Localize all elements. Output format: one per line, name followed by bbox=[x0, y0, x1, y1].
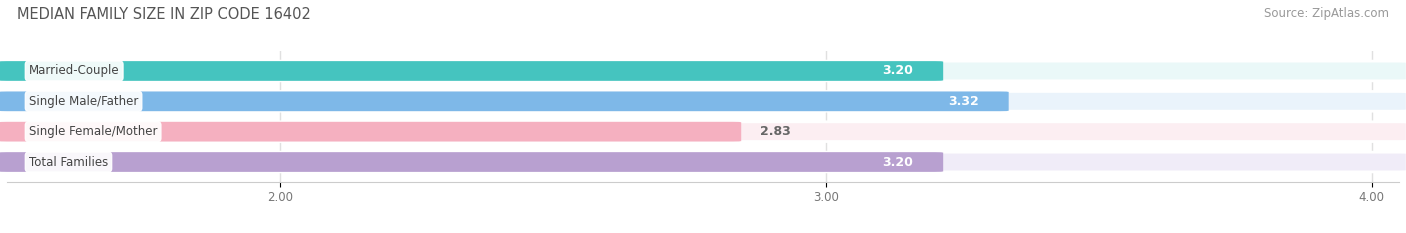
Text: MEDIAN FAMILY SIZE IN ZIP CODE 16402: MEDIAN FAMILY SIZE IN ZIP CODE 16402 bbox=[17, 7, 311, 22]
FancyBboxPatch shape bbox=[0, 92, 1406, 111]
Text: 3.20: 3.20 bbox=[883, 155, 912, 168]
FancyBboxPatch shape bbox=[0, 152, 943, 172]
FancyBboxPatch shape bbox=[0, 152, 1406, 172]
Text: Total Families: Total Families bbox=[30, 155, 108, 168]
FancyBboxPatch shape bbox=[0, 122, 1406, 141]
Text: Single Male/Father: Single Male/Father bbox=[30, 95, 138, 108]
FancyBboxPatch shape bbox=[0, 61, 1406, 81]
FancyBboxPatch shape bbox=[0, 92, 1008, 111]
FancyBboxPatch shape bbox=[0, 61, 943, 81]
Text: Married-Couple: Married-Couple bbox=[30, 65, 120, 78]
Text: 2.83: 2.83 bbox=[761, 125, 792, 138]
FancyBboxPatch shape bbox=[0, 122, 741, 141]
Text: Source: ZipAtlas.com: Source: ZipAtlas.com bbox=[1264, 7, 1389, 20]
Text: 3.20: 3.20 bbox=[883, 65, 912, 78]
Text: Single Female/Mother: Single Female/Mother bbox=[30, 125, 157, 138]
Text: 3.32: 3.32 bbox=[948, 95, 979, 108]
